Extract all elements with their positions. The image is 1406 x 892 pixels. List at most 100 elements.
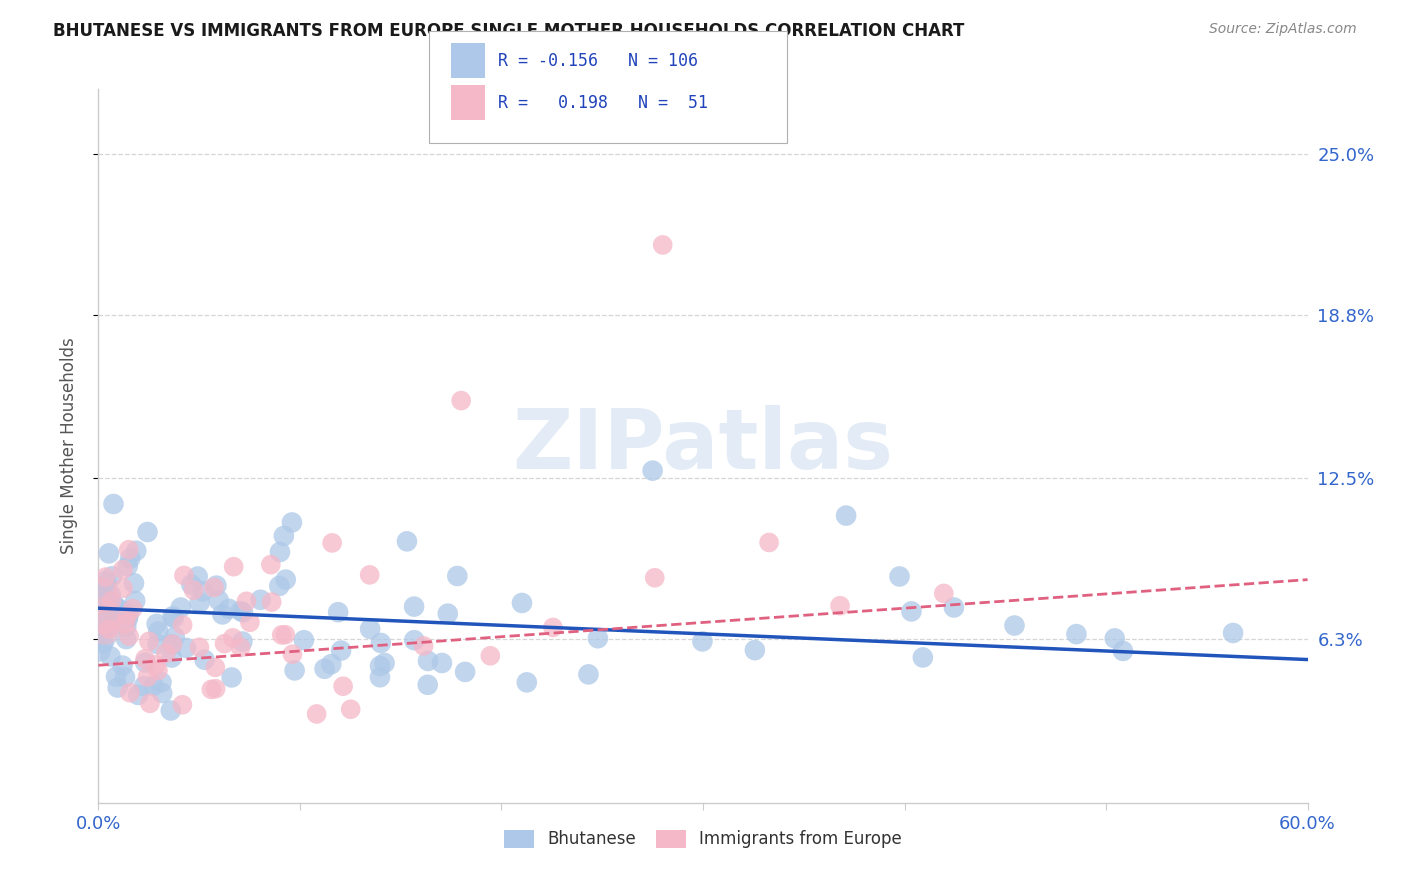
- Point: [93, 621, 115, 635]
- Point: [105, 600, 128, 615]
- Point: [174, 640, 197, 655]
- Point: [208, 593, 231, 607]
- Point: [1222, 626, 1244, 640]
- Point: [260, 558, 283, 572]
- Point: [229, 640, 252, 655]
- Point: [124, 594, 146, 608]
- Point: [91, 613, 114, 627]
- Point: [586, 632, 609, 646]
- Point: [188, 640, 211, 655]
- Point: [314, 662, 336, 676]
- Point: [155, 646, 177, 660]
- Point: [270, 628, 292, 642]
- Point: [651, 238, 673, 252]
- Point: [479, 648, 502, 663]
- Point: [202, 581, 225, 595]
- Point: [450, 393, 472, 408]
- Point: [214, 637, 236, 651]
- Point: [170, 600, 193, 615]
- Point: [121, 601, 143, 615]
- Point: [578, 667, 600, 681]
- Point: [932, 586, 955, 600]
- Point: [163, 611, 186, 625]
- Point: [94, 570, 117, 584]
- Point: [117, 612, 139, 626]
- Point: [160, 637, 183, 651]
- Point: [100, 649, 122, 664]
- Point: [541, 620, 564, 634]
- Point: [193, 653, 215, 667]
- Point: [145, 616, 167, 631]
- Point: [91, 636, 114, 650]
- Point: [222, 631, 245, 645]
- Point: [118, 542, 141, 557]
- Point: [136, 670, 159, 684]
- Point: [516, 675, 538, 690]
- Point: [91, 609, 114, 624]
- Point: [332, 679, 354, 693]
- Point: [436, 607, 458, 621]
- Y-axis label: Single Mother Households: Single Mother Households: [59, 338, 77, 554]
- Point: [111, 562, 134, 576]
- Point: [430, 656, 453, 670]
- Point: [93, 609, 115, 624]
- Point: [900, 604, 922, 618]
- Point: [104, 608, 127, 623]
- Point: [416, 654, 439, 668]
- Point: [89, 627, 111, 641]
- Point: [911, 650, 934, 665]
- Point: [94, 574, 117, 588]
- Point: [326, 605, 349, 619]
- Point: [454, 665, 477, 679]
- Point: [235, 594, 257, 608]
- Point: [134, 652, 156, 666]
- Point: [146, 637, 169, 651]
- Point: [510, 596, 533, 610]
- Point: [180, 577, 202, 591]
- Point: [127, 688, 149, 702]
- Point: [269, 579, 291, 593]
- Point: [173, 568, 195, 582]
- Point: [89, 588, 111, 602]
- Point: [104, 599, 127, 613]
- Point: [211, 607, 233, 622]
- Point: [101, 597, 124, 611]
- Point: [146, 664, 169, 678]
- Point: [395, 534, 418, 549]
- Point: [368, 659, 391, 673]
- Point: [104, 599, 127, 614]
- Point: [416, 678, 439, 692]
- Point: [222, 559, 245, 574]
- Point: [292, 633, 315, 648]
- Point: [359, 567, 381, 582]
- Point: [111, 658, 134, 673]
- Point: [321, 536, 343, 550]
- Point: [91, 601, 114, 615]
- Point: [89, 644, 111, 658]
- Point: [93, 600, 115, 615]
- Point: [889, 569, 911, 583]
- Point: [115, 620, 138, 634]
- Point: [93, 619, 115, 633]
- Point: [249, 592, 271, 607]
- Point: [111, 581, 134, 595]
- Point: [1104, 632, 1126, 646]
- Point: [191, 584, 214, 599]
- Point: [274, 628, 297, 642]
- Point: [204, 681, 226, 696]
- Point: [112, 604, 135, 618]
- Point: [91, 593, 114, 607]
- Point: [404, 633, 426, 648]
- Point: [1004, 618, 1026, 632]
- Point: [136, 524, 159, 539]
- Point: [374, 656, 396, 670]
- Point: [98, 622, 121, 636]
- Point: [183, 583, 205, 598]
- Point: [162, 609, 184, 624]
- Point: [758, 535, 780, 549]
- Point: [150, 675, 173, 690]
- Point: [188, 595, 211, 609]
- Point: [446, 569, 468, 583]
- Point: [330, 643, 353, 657]
- Point: [205, 578, 228, 592]
